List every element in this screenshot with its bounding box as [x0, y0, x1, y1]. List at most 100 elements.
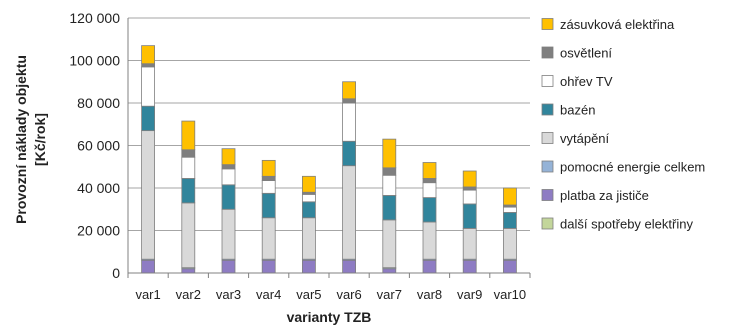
bar-segment — [141, 63, 156, 68]
bar-segment — [301, 193, 316, 203]
bar-segment — [301, 259, 316, 274]
x-tick-label: var5 — [296, 287, 321, 302]
x-tick-label: var3 — [216, 287, 241, 302]
bar-segment — [462, 170, 477, 188]
y-tick-label: 100 000 — [69, 53, 120, 69]
y-axis-title-line2: [Kč/rok] — [32, 113, 48, 166]
bar-segment — [422, 178, 437, 184]
bar-segment — [301, 217, 316, 260]
legend-swatch — [541, 75, 554, 87]
bar-segment — [141, 259, 156, 274]
legend-label: pomocné energie celkem — [560, 160, 705, 175]
bar-segment — [422, 182, 437, 198]
bar-segment — [221, 148, 236, 166]
x-tick-label: var10 — [494, 287, 527, 302]
bar-segment — [342, 259, 357, 274]
bar-segment — [422, 259, 437, 274]
bar-segment — [261, 192, 276, 219]
bar-segment — [181, 268, 196, 274]
y-tick-labels: 0 20 000 40 000 60 000 80 000 100 000 120 000 — [69, 10, 120, 281]
bar-segment — [261, 175, 276, 181]
bar-segment — [221, 259, 236, 274]
x-tick-label: var2 — [176, 287, 201, 302]
x-tick-label: var8 — [417, 287, 442, 302]
bar-segment — [221, 168, 236, 186]
x-axis-title: varianty TZB — [287, 309, 372, 325]
bar-segment — [502, 212, 517, 229]
bar-segment — [342, 98, 357, 104]
x-tick-label: var1 — [135, 287, 160, 302]
bar-segment — [382, 167, 397, 176]
bar-segment — [502, 227, 517, 260]
x-tick-labels: var1 var2 var3 var4 var5 var6 var7 var8 var9 var1… — [127, 273, 531, 302]
bar-segment — [181, 149, 196, 158]
y-tick-label: 80 000 — [77, 95, 120, 111]
bar-segment — [462, 227, 477, 260]
bar-segment — [181, 156, 196, 179]
bar-segment — [502, 259, 517, 274]
bar-segment — [181, 120, 196, 151]
bar-segment — [221, 208, 236, 260]
bar-segment — [382, 174, 397, 196]
bar-segment — [261, 259, 276, 274]
bar-segment — [422, 162, 437, 179]
bar-segment — [181, 178, 196, 204]
legend-swatch — [541, 103, 554, 116]
legend-label: vytápění — [560, 131, 610, 146]
y-tick-label: 20 000 — [77, 223, 120, 239]
legend-swatch — [541, 46, 554, 59]
x-tick-label: var6 — [336, 287, 361, 302]
bar-segment — [382, 195, 397, 221]
bar-segment — [342, 102, 357, 142]
legend: zásuvková elektřina osvětlení ohřev TV bazé… — [541, 17, 705, 232]
bar-segment — [422, 221, 437, 260]
bar-segment — [141, 66, 156, 107]
bar-segment — [261, 217, 276, 260]
y-axis-title-line1: Provozní náklady objektu — [13, 55, 29, 224]
bar-segment — [422, 197, 437, 223]
bar-segment — [462, 259, 477, 274]
bar-segment — [502, 187, 517, 206]
bar-segment — [181, 202, 196, 269]
bar-segment — [141, 45, 156, 65]
bar-segment — [502, 206, 517, 213]
bar-segment — [462, 203, 477, 229]
x-tick-label: var4 — [256, 287, 281, 302]
x-tick-label: var7 — [377, 287, 402, 302]
legend-label: bazén — [560, 103, 595, 118]
bar-segment — [462, 186, 477, 191]
legend-label: ohřev TV — [560, 74, 613, 89]
y-tick-label: 0 — [112, 265, 120, 281]
x-tick-label: var9 — [457, 287, 482, 302]
bar-segment — [141, 105, 156, 132]
bar-segment — [221, 164, 236, 170]
legend-swatch — [541, 189, 554, 201]
legend-label: osvětlení — [560, 46, 612, 61]
y-tick-label: 60 000 — [77, 138, 120, 154]
y-tick-label: 40 000 — [77, 180, 120, 196]
bar-segment — [382, 138, 397, 169]
y-axis-title: Provozní náklady objektu [Kč/rok] — [13, 55, 48, 224]
legend-label: zásuvková elektřina — [560, 17, 675, 32]
bar-segment — [301, 175, 316, 193]
bar-segment — [261, 180, 276, 194]
bar-segment — [342, 81, 357, 100]
legend-swatch — [541, 160, 554, 173]
legend-label: další spotřeby elektřiny — [560, 217, 693, 232]
legend-swatch — [541, 18, 554, 30]
bars — [141, 45, 517, 274]
bar-segment — [221, 184, 236, 210]
bar-segment — [382, 219, 397, 269]
legend-label: platba za jističe — [560, 188, 649, 203]
bar-segment — [261, 159, 276, 177]
bar-segment — [301, 201, 316, 219]
legend-swatch — [541, 132, 554, 144]
bar-segment — [382, 268, 397, 274]
bar-segment — [342, 140, 357, 167]
y-tick-label: 120 000 — [69, 10, 120, 26]
bar-segment — [141, 130, 156, 260]
legend-swatch — [541, 217, 554, 230]
bar-segment — [342, 165, 357, 260]
